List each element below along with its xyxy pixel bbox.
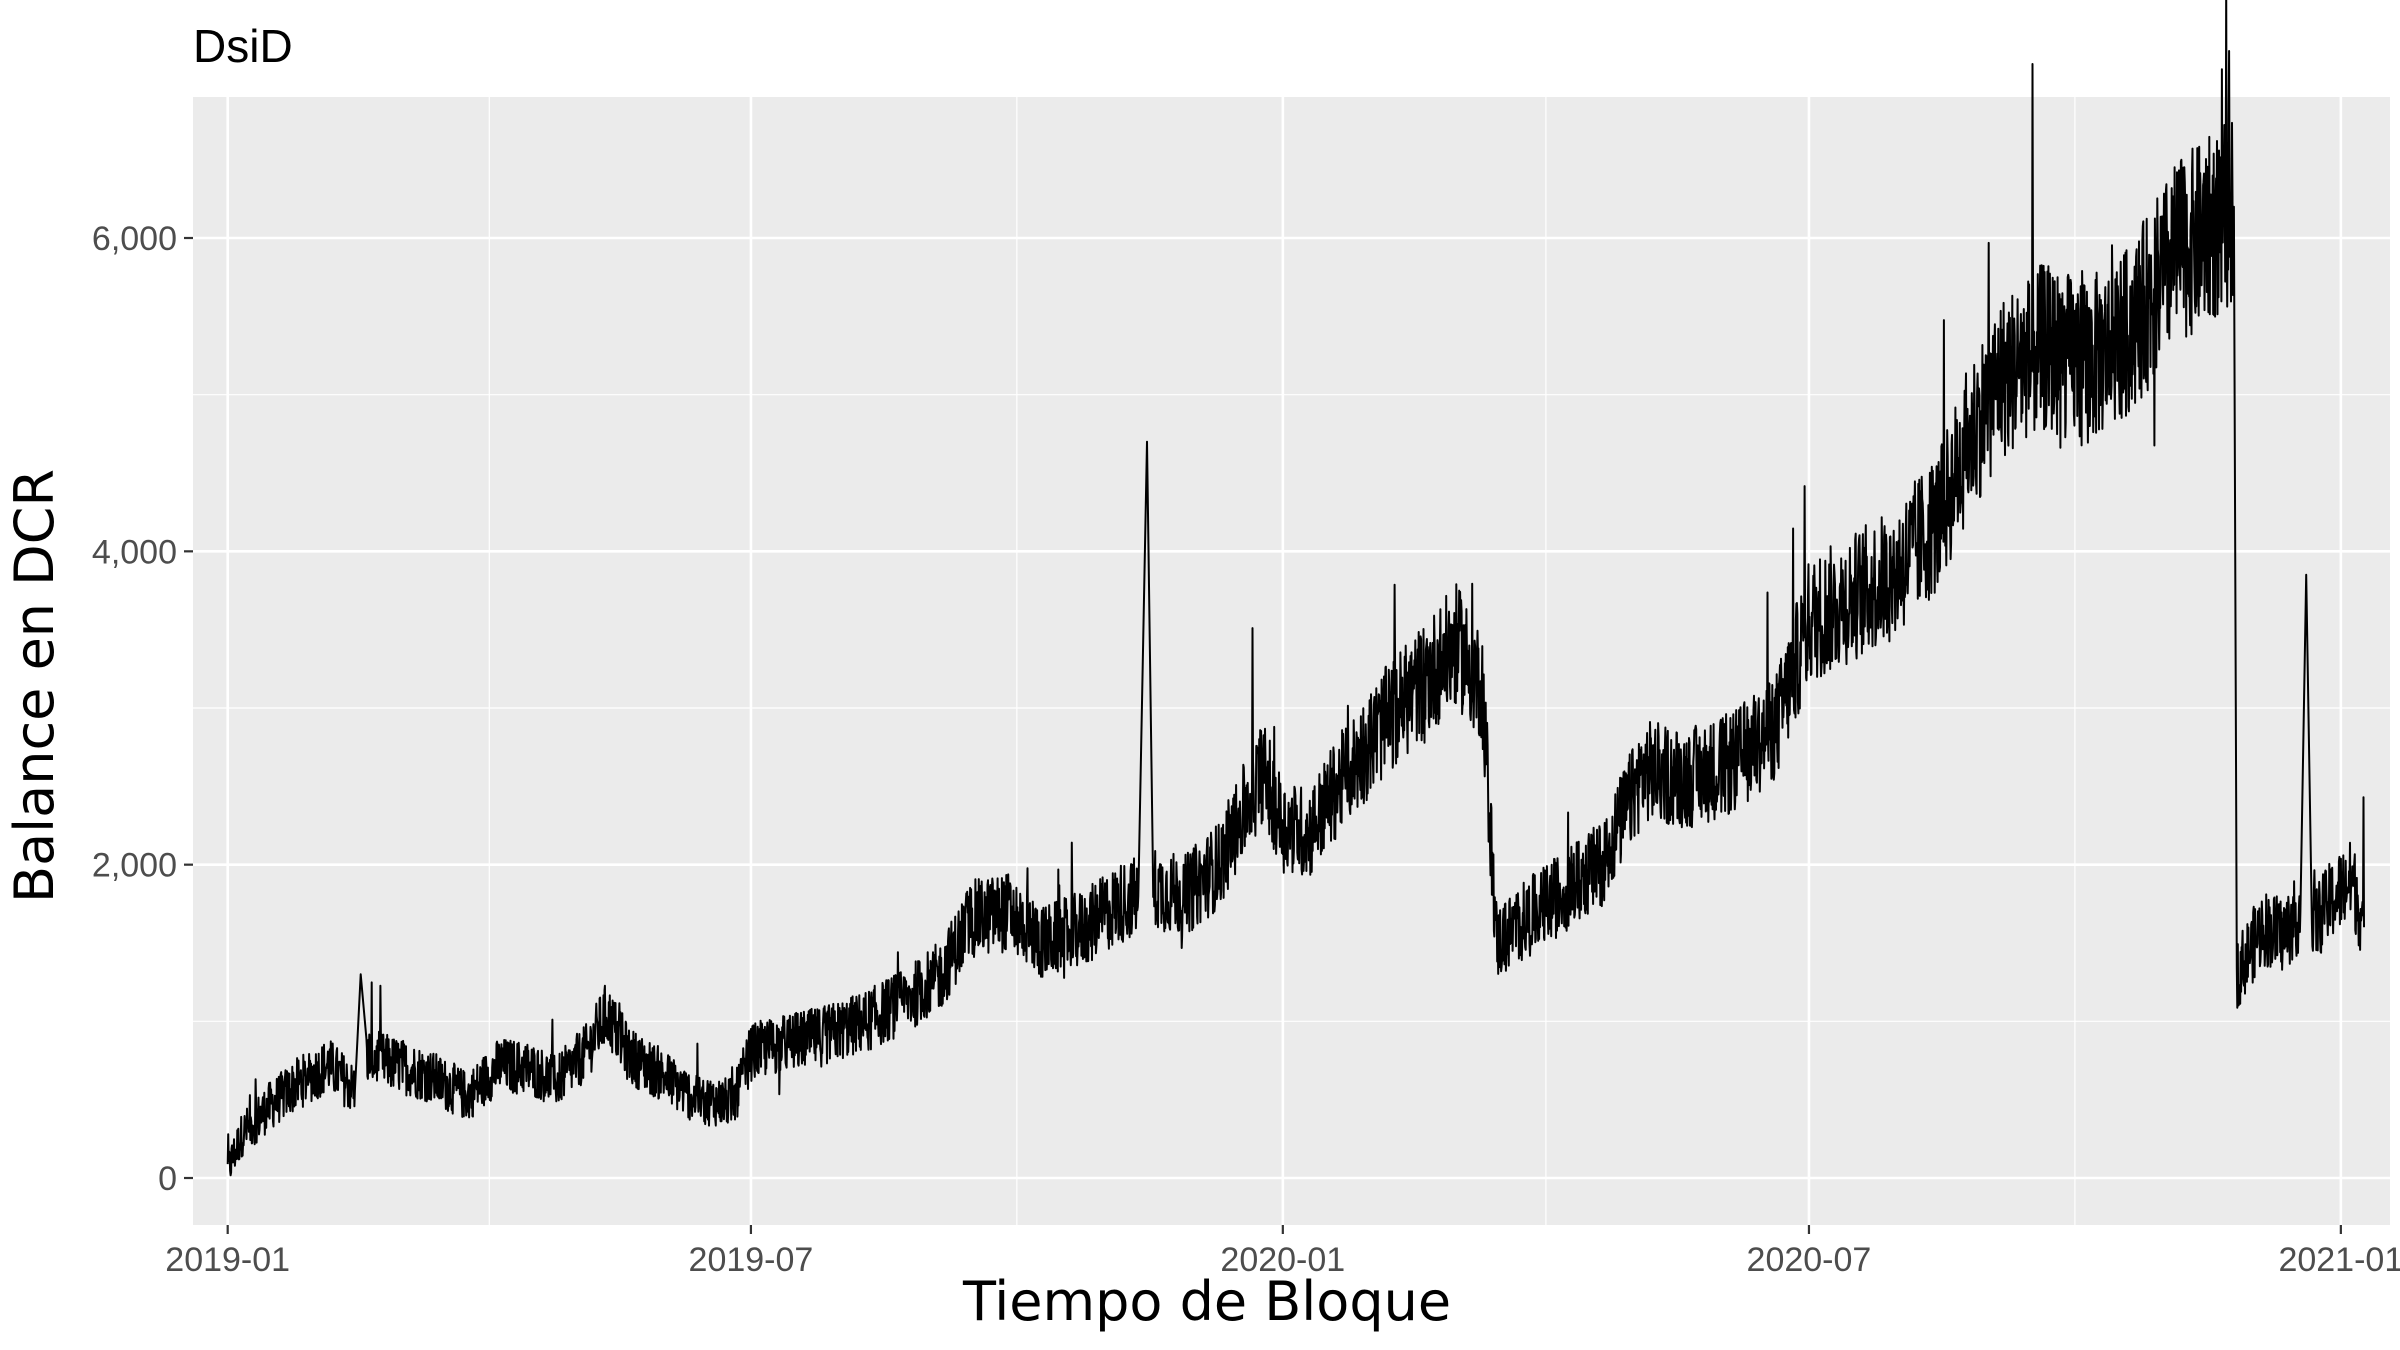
chart-title: DsiD	[193, 20, 293, 72]
x-tick-label: 2021-01	[2278, 1241, 2400, 1279]
x-axis-title: Tiempo de Bloque	[962, 1270, 1451, 1333]
x-tick-label: 2020-01	[1220, 1241, 1345, 1279]
x-axis: 2019-01 2019-07 2020-01 2020-07 2021-01	[165, 1225, 2400, 1279]
y-axis: 0 2,000 4,000 6,000	[92, 220, 193, 1198]
y-tick-label: 0	[158, 1160, 177, 1198]
y-tick-label: 6,000	[92, 220, 177, 258]
x-tick-label: 2019-07	[689, 1241, 814, 1279]
plot-panel	[193, 97, 2390, 1225]
y-tick-label: 2,000	[92, 847, 177, 885]
minor-gridlines	[193, 97, 2390, 1225]
y-axis-title: Balance en DCR	[3, 469, 66, 903]
x-tick-label: 2019-01	[165, 1241, 290, 1279]
series-line	[226, 0, 2365, 1177]
series-layer	[226, 0, 2365, 1177]
x-tick-label: 2020-07	[1747, 1241, 1872, 1279]
y-tick-label: 4,000	[92, 533, 177, 571]
